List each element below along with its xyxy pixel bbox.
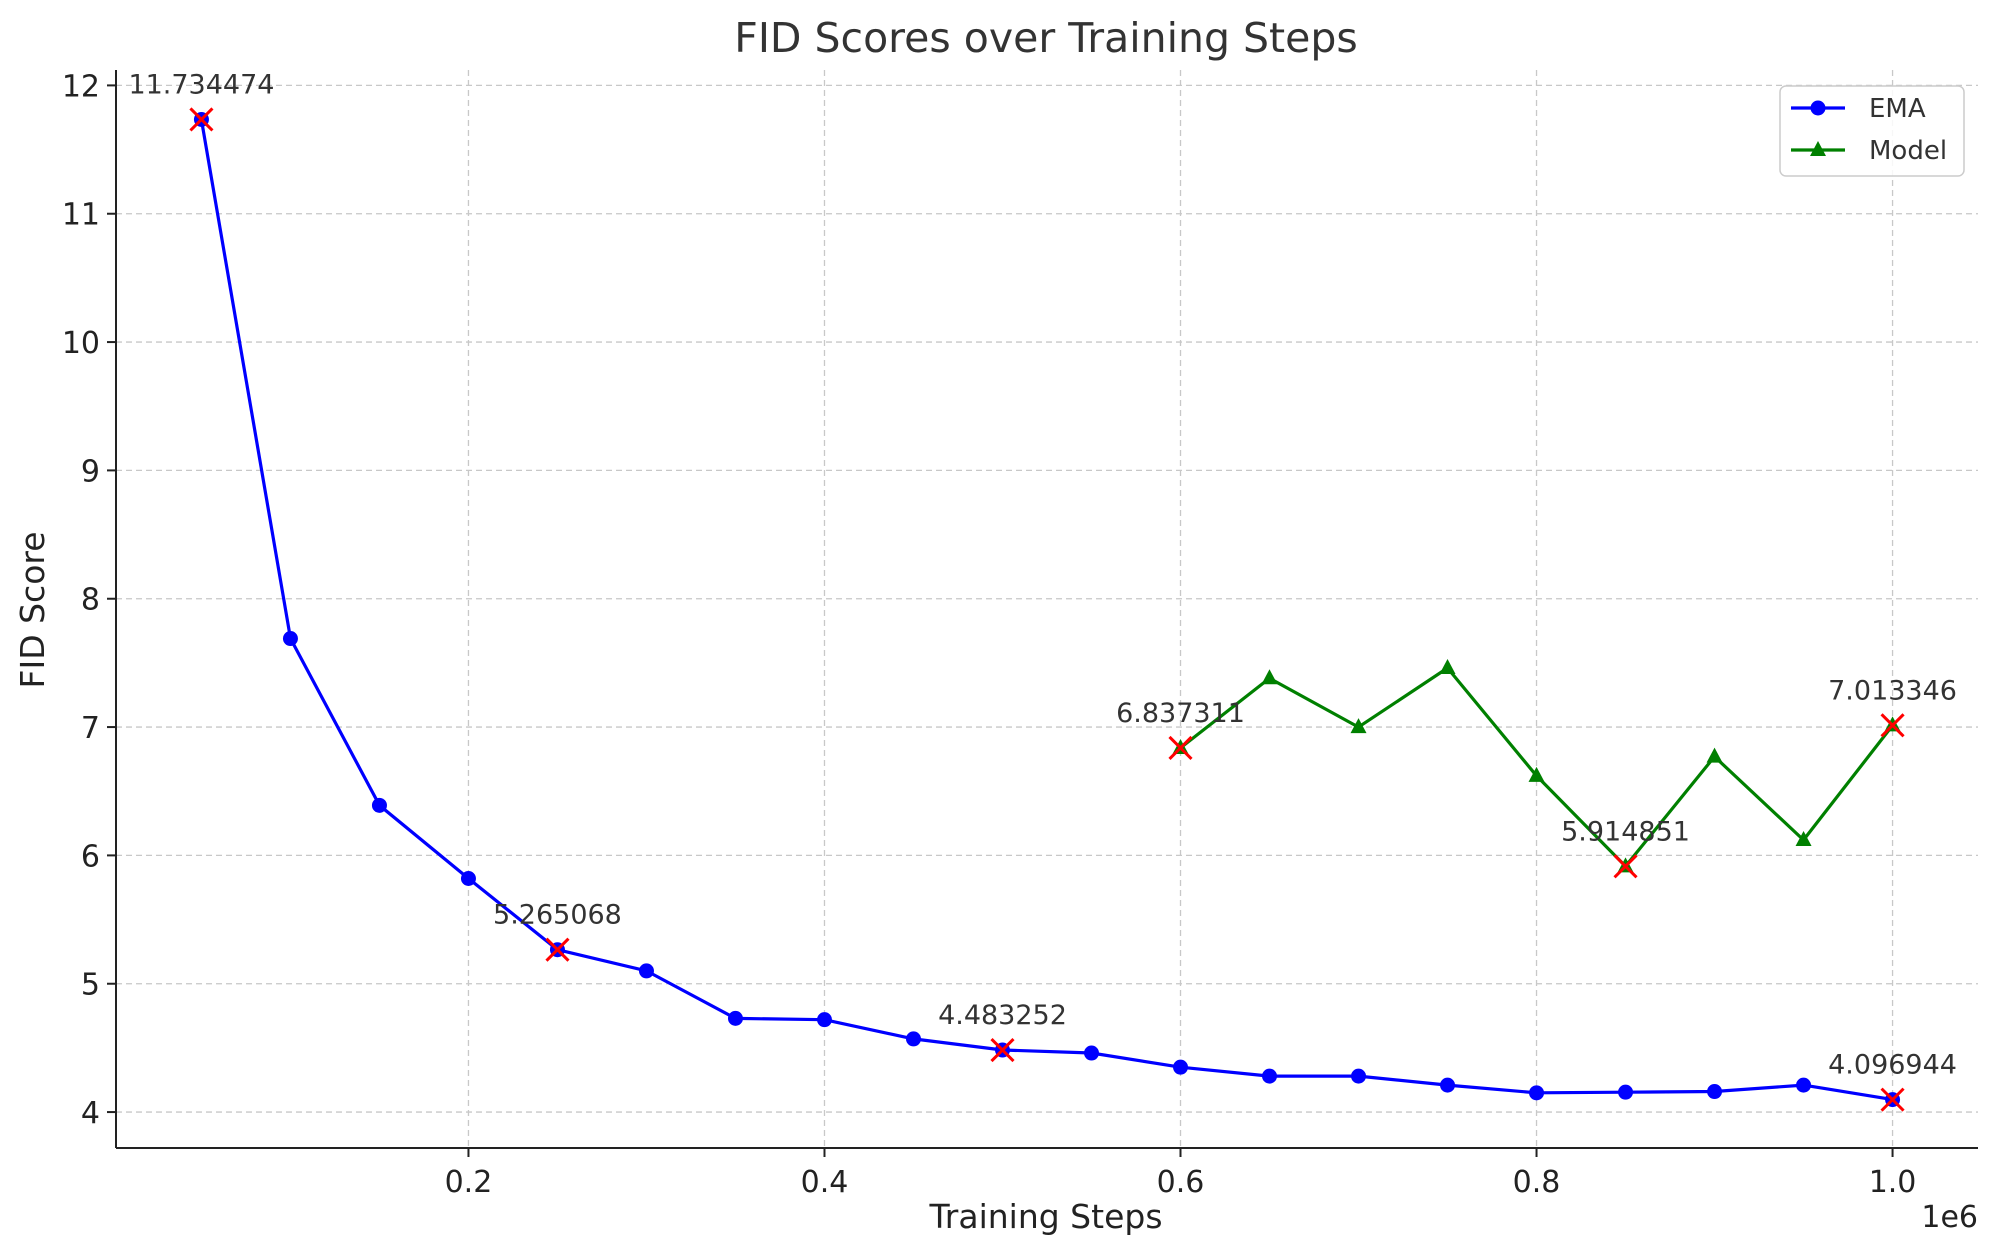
ema-data-point <box>371 797 387 813</box>
x-axis-offset-label: 1e6 <box>1921 1200 1978 1235</box>
ema-data-point <box>727 1010 743 1026</box>
ema-legend-marker <box>1810 100 1826 116</box>
model-legend-marker <box>1810 141 1826 156</box>
annotation-label: 7.013346 <box>1828 675 1957 706</box>
chart-title: FID Scores over Training Steps <box>734 14 1358 62</box>
y-tick-label: 6 <box>81 839 100 874</box>
model-data-point <box>1706 747 1723 763</box>
model-data-point <box>1261 669 1278 685</box>
highlight-x-marker <box>1880 1087 1905 1112</box>
highlight-x-stroke <box>1613 854 1638 879</box>
ema-data-point <box>1262 1068 1278 1084</box>
highlight-layer <box>189 107 1905 1112</box>
legend: EMA Model <box>1779 85 1965 177</box>
x-tick-label: 0.8 <box>1513 1165 1561 1200</box>
model-data-point <box>1350 718 1367 734</box>
highlight-x-marker <box>189 107 214 132</box>
y-axis-label: FID Score <box>13 531 52 688</box>
y-tick-label: 12 <box>62 69 100 104</box>
annotation-layer: 11.734474 5.265068 4.483252 4.096944 6.83731… <box>128 69 1957 1080</box>
annotation-label: 4.096944 <box>1828 1050 1957 1081</box>
model-data-point <box>1439 659 1456 675</box>
ema-series-line <box>199 119 1893 1102</box>
annotation-label: 6.837311 <box>1116 698 1245 729</box>
y-tick-label: 10 <box>62 326 100 361</box>
axes-layer: 0.2 0.4 0.6 0.8 1.0 4 5 6 7 8 9 10 11 12 <box>62 69 1978 1200</box>
ema-data-point <box>1351 1068 1367 1084</box>
ema-data-point <box>905 1031 921 1047</box>
annotation-label: 11.734474 <box>128 69 274 100</box>
annotation-label: 5.914851 <box>1561 816 1690 847</box>
x-tick-label: 0.2 <box>445 1165 493 1200</box>
y-tick-label: 9 <box>81 454 100 489</box>
highlight-x-marker <box>545 937 570 962</box>
x-tick-label: 0.6 <box>1157 1165 1205 1200</box>
ema-data-point <box>1440 1077 1456 1093</box>
highlight-x-stroke <box>1880 1087 1905 1112</box>
ema-data-point <box>1529 1085 1545 1101</box>
model-legend-label: Model <box>1869 136 1947 166</box>
ema-data-point <box>1173 1059 1189 1075</box>
highlight-x-stroke <box>189 107 214 132</box>
y-tick-label: 8 <box>81 583 100 618</box>
ema-legend-label: EMA <box>1869 94 1926 124</box>
highlight-x-stroke <box>1168 735 1193 761</box>
ema-data-point <box>638 963 654 979</box>
y-tick-label: 5 <box>81 968 100 1003</box>
x-tick-label: 0.4 <box>801 1165 849 1200</box>
ema-data-point <box>816 1012 832 1028</box>
ema-data-point <box>282 631 298 647</box>
y-tick-label: 4 <box>81 1096 100 1131</box>
highlight-x-marker <box>1613 854 1638 879</box>
annotation-label: 4.483252 <box>938 1000 1067 1031</box>
series-layer <box>193 111 1901 1108</box>
x-axis-label: Training Steps <box>928 1197 1162 1236</box>
annotation-label: 5.265068 <box>493 900 622 931</box>
y-tick-label: 11 <box>62 198 100 233</box>
model-data-point <box>1528 766 1545 782</box>
y-tick-label: 7 <box>81 711 100 746</box>
highlight-x-stroke <box>1880 713 1905 738</box>
grid-layer <box>116 70 1978 1148</box>
ema-data-point <box>1618 1084 1634 1100</box>
highlight-x-marker <box>1880 713 1905 738</box>
ema-data-point <box>460 871 476 886</box>
x-tick-label: 1.0 <box>1869 1165 1917 1200</box>
ema-data-point <box>1084 1045 1100 1061</box>
highlight-x-marker <box>1168 735 1193 761</box>
ema-data-point <box>1796 1077 1812 1093</box>
highlight-x-stroke <box>545 937 570 962</box>
highlight-x-stroke <box>990 1037 1015 1063</box>
ema-data-point <box>1707 1084 1723 1100</box>
model-data-point <box>1795 831 1812 846</box>
highlight-x-marker <box>990 1037 1015 1063</box>
